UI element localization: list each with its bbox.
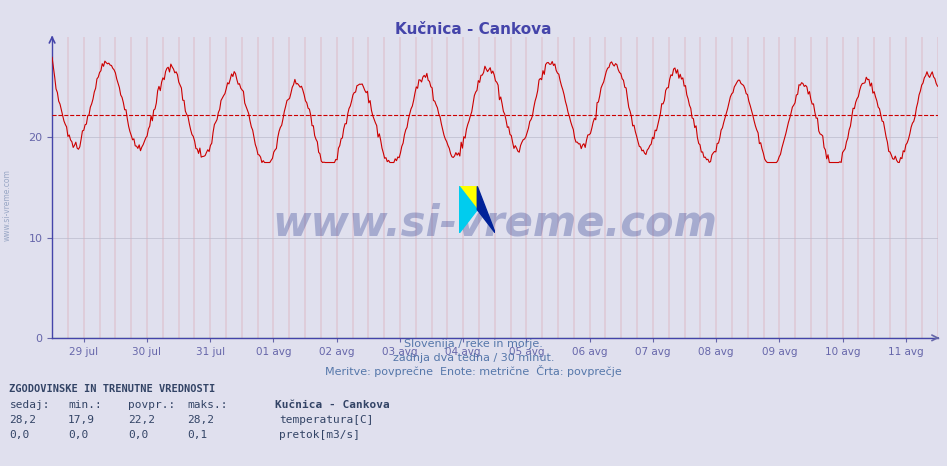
Text: 17,9: 17,9: [68, 415, 96, 425]
Text: temperatura[C]: temperatura[C]: [279, 415, 374, 425]
Text: povpr.:: povpr.:: [128, 400, 175, 410]
Text: 28,2: 28,2: [9, 415, 37, 425]
Text: 0,0: 0,0: [128, 430, 148, 440]
Text: sedaj:: sedaj:: [9, 400, 50, 410]
Text: 28,2: 28,2: [188, 415, 215, 425]
Polygon shape: [459, 186, 477, 233]
Text: 0,0: 0,0: [68, 430, 88, 440]
Text: 0,1: 0,1: [188, 430, 207, 440]
Text: ZGODOVINSKE IN TRENUTNE VREDNOSTI: ZGODOVINSKE IN TRENUTNE VREDNOSTI: [9, 384, 216, 394]
Text: www.si-vreme.com: www.si-vreme.com: [3, 169, 12, 241]
Text: 22,2: 22,2: [128, 415, 155, 425]
Text: 0,0: 0,0: [9, 430, 29, 440]
Text: www.si-vreme.com: www.si-vreme.com: [273, 203, 717, 245]
Text: Kučnica - Cankova: Kučnica - Cankova: [275, 400, 389, 410]
Text: min.:: min.:: [68, 400, 102, 410]
Text: maks.:: maks.:: [188, 400, 228, 410]
Text: pretok[m3/s]: pretok[m3/s]: [279, 430, 361, 440]
Text: zadnja dva tedna / 30 minut.: zadnja dva tedna / 30 minut.: [393, 353, 554, 363]
Polygon shape: [477, 186, 495, 233]
Polygon shape: [459, 186, 477, 210]
Text: Slovenija / reke in morje.: Slovenija / reke in morje.: [404, 339, 543, 349]
Text: Kučnica - Cankova: Kučnica - Cankova: [395, 22, 552, 37]
Text: Meritve: povprečne  Enote: metrične  Črta: povprečje: Meritve: povprečne Enote: metrične Črta:…: [325, 365, 622, 377]
